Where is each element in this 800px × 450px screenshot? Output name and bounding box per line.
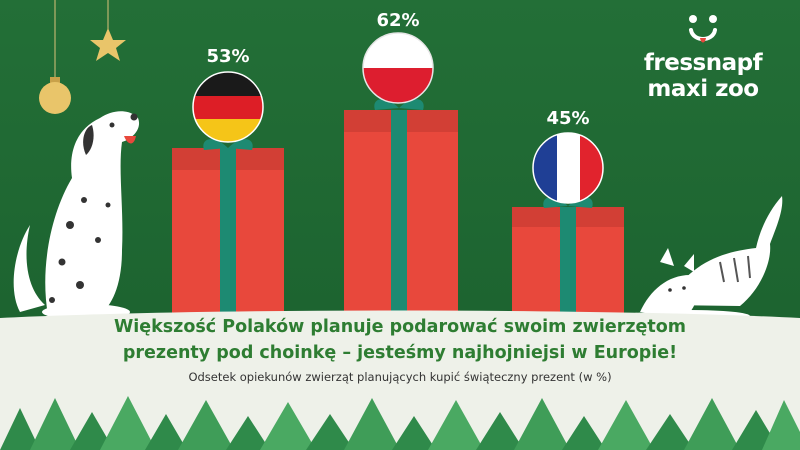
value-label-poland: 62%	[376, 10, 419, 31]
flag-france-icon	[532, 132, 604, 204]
forest-trees	[0, 396, 800, 450]
cat-icon	[630, 196, 783, 322]
chart-title-line-1: Większość Polaków planuje podarować swoi…	[113, 317, 687, 337]
ornament-star-icon	[90, 0, 126, 61]
ribbon-germany	[220, 148, 236, 320]
ornament-ball-icon	[39, 0, 71, 114]
brand-logo: fressnapf maxi zoo	[628, 14, 778, 102]
chart-title: Większość Polaków planuje podarować swoi…	[0, 314, 800, 366]
ribbon-france	[560, 207, 576, 320]
value-label-france: 45%	[546, 108, 589, 129]
brand-line-1: fressnapf	[643, 50, 763, 76]
value-label-germany: 53%	[206, 46, 249, 67]
bar-poland: 62%	[344, 10, 458, 320]
ribbon-poland	[391, 110, 407, 320]
flag-poland-icon	[362, 32, 434, 104]
chart-title-line-2: prezenty pod choinkę – jesteśmy najhojni…	[122, 343, 678, 363]
caption: Większość Polaków planuje podarować swoi…	[0, 314, 800, 384]
brand-line-2: maxi zoo	[647, 76, 759, 102]
paw-face-icon	[689, 15, 717, 43]
flag-germany-icon	[192, 71, 264, 143]
bar-germany: 53%	[172, 46, 284, 320]
chart-subtitle: Odsetek opiekunów zwierząt planujących k…	[188, 370, 612, 384]
